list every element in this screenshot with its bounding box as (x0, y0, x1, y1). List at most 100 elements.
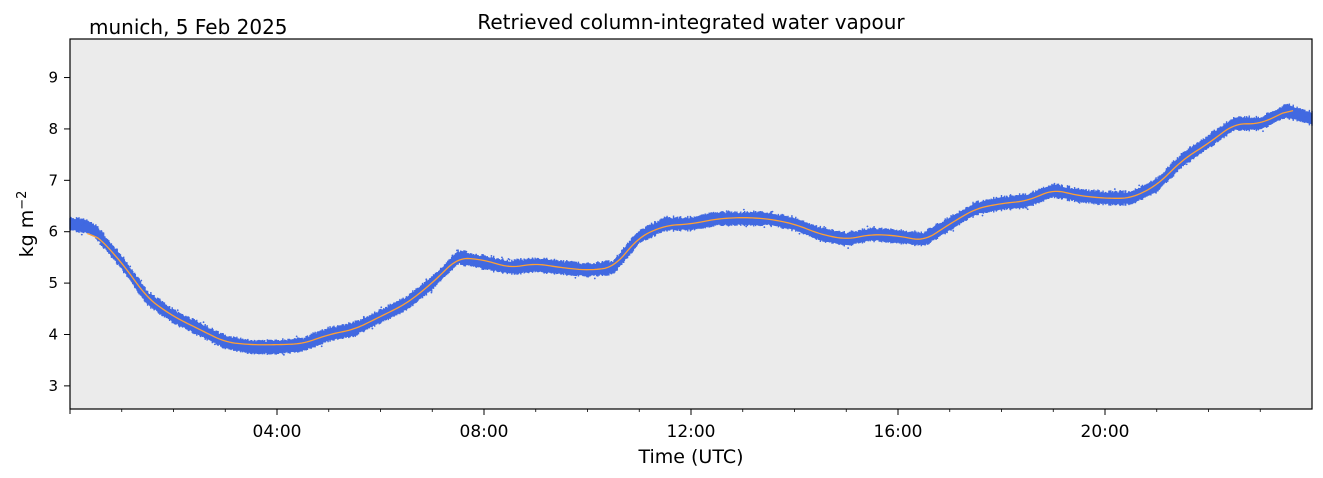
raw-data-point (612, 271, 614, 274)
raw-data-point (1185, 163, 1188, 166)
raw-data-point (663, 222, 666, 225)
raw-data-point (1304, 116, 1307, 118)
raw-data-point (451, 254, 454, 257)
raw-data-point (653, 234, 656, 237)
raw-data-point (658, 231, 661, 234)
raw-data-point (981, 214, 984, 217)
raw-data-point (110, 256, 113, 259)
raw-data-point (725, 210, 728, 213)
raw-data-point (1210, 144, 1213, 147)
raw-data-point (355, 330, 358, 333)
raw-data-point (880, 229, 882, 232)
y-axis-label: kg m−2 (15, 191, 38, 258)
raw-data-point (918, 242, 921, 245)
y-tick-label: 6 (48, 223, 58, 241)
raw-data-point (1212, 135, 1215, 138)
raw-data-point (574, 276, 577, 279)
raw-data-point (781, 216, 784, 219)
raw-data-point (217, 334, 220, 337)
raw-data-point (1138, 184, 1141, 187)
raw-data-point (847, 247, 850, 249)
raw-data-point (733, 218, 736, 221)
raw-data-point (919, 236, 922, 238)
raw-data-point (570, 260, 573, 263)
raw-data-point (127, 265, 129, 268)
raw-data-point (380, 306, 383, 309)
raw-data-point (1271, 120, 1273, 122)
raw-data-point (675, 219, 678, 222)
raw-data-point (1140, 197, 1143, 200)
smoothed-line-layer (87, 110, 1294, 346)
raw-data-point (827, 237, 830, 240)
raw-data-point (161, 314, 163, 317)
raw-data-point (564, 268, 567, 271)
raw-data-point (362, 315, 365, 318)
raw-data-point (1187, 160, 1190, 163)
raw-data-point (295, 335, 298, 338)
raw-data-point (1026, 208, 1029, 211)
x-axis: 04:00 08:00 12:00 16:00 20:00 (69, 409, 1261, 442)
raw-data-point (359, 319, 362, 321)
raw-data-point (729, 214, 732, 217)
raw-data-point (812, 235, 814, 238)
raw-data-point (525, 266, 528, 269)
x-tick-label: 04:00 (253, 422, 302, 442)
raw-data-point (465, 250, 468, 253)
raw-data-point (430, 290, 433, 292)
raw-data-point (140, 279, 143, 282)
raw-data-point (883, 231, 886, 234)
raw-data-point (75, 218, 78, 221)
raw-data-point (83, 222, 86, 224)
raw-data-point (627, 251, 629, 254)
raw-data-point (116, 252, 119, 255)
raw-data-point (519, 269, 521, 272)
raw-data-point (407, 296, 410, 299)
raw-data-point (430, 291, 433, 294)
raw-data-point (763, 226, 766, 229)
raw-data-point (202, 321, 205, 324)
y-tick-label: 5 (48, 274, 58, 292)
raw-data-point (407, 305, 410, 308)
raw-data-point (1053, 183, 1056, 185)
chart-title: Retrieved column-integrated water vapour (477, 10, 905, 34)
raw-data-point (265, 351, 268, 354)
raw-data-point (1194, 154, 1196, 157)
raw-data-point (501, 259, 504, 262)
raw-data-point (262, 341, 265, 344)
x-tick-label: 16:00 (874, 422, 923, 442)
raw-data-point (355, 331, 358, 334)
y-axis-label-unit: kg m (16, 210, 38, 258)
raw-data-point (952, 229, 955, 232)
raw-data-point (507, 257, 510, 260)
raw-data-point (1236, 117, 1239, 120)
x-axis-label: Time (UTC) (637, 446, 743, 468)
raw-data-point (176, 309, 179, 312)
raw-data-point (924, 234, 927, 237)
raw-data-point (308, 343, 311, 346)
raw-data-point (283, 353, 285, 356)
raw-data-point (742, 208, 745, 211)
y-tick-label: 3 (48, 377, 58, 395)
raw-data-point (823, 225, 826, 228)
raw-data-point (851, 233, 854, 236)
raw-data-point (959, 214, 962, 217)
raw-data-point (798, 232, 801, 235)
raw-data-point (825, 238, 828, 241)
raw-data-point (590, 272, 593, 275)
raw-data-point (456, 249, 458, 252)
raw-data-point (99, 243, 102, 245)
raw-data-point (630, 241, 633, 243)
raw-data-point (178, 325, 181, 328)
raw-data-point (777, 222, 780, 225)
raw-data-point (1239, 120, 1242, 123)
raw-data-point (80, 233, 83, 236)
raw-data-point (845, 239, 848, 241)
raw-data-point (201, 332, 204, 334)
raw-data-point (532, 260, 535, 263)
y-tick-label: 9 (48, 69, 58, 87)
raw-data-point (289, 352, 291, 354)
raw-data-point (425, 278, 428, 281)
raw-data-point (593, 277, 596, 280)
raw-data-point (583, 272, 586, 275)
raw-data-point (278, 347, 281, 350)
